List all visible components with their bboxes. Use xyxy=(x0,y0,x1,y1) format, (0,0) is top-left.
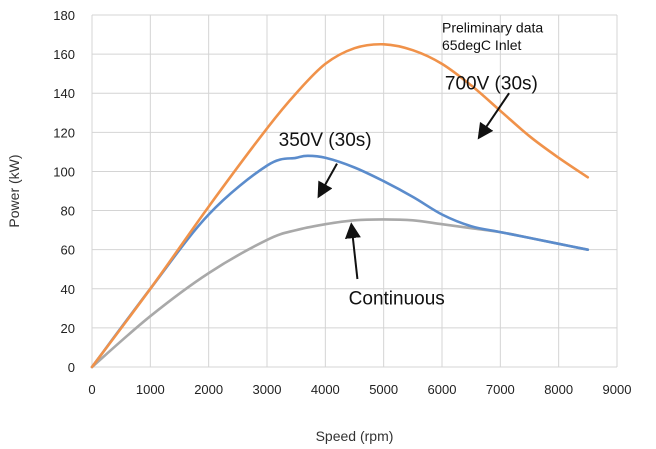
y-tick-label: 60 xyxy=(61,243,75,258)
x-tick-label: 4000 xyxy=(311,382,340,397)
series-line-350v xyxy=(90,154,590,369)
annotation-inlet: 65degC Inlet xyxy=(442,37,522,53)
x-axis-label: Speed (rpm) xyxy=(316,428,394,444)
y-tick-label: 80 xyxy=(61,204,75,219)
x-tick-label: 0 xyxy=(88,382,95,397)
y-axis-label: Power (kW) xyxy=(6,154,22,227)
annotation-prelim: Preliminary data xyxy=(442,20,543,36)
y-tick-label: 140 xyxy=(53,86,75,101)
annotation-700v: 700V (30s) xyxy=(445,73,538,94)
annotation-continuous: Continuous xyxy=(349,288,445,309)
x-tick-label: 1000 xyxy=(136,382,165,397)
series-line-continuous xyxy=(90,218,590,369)
annotation-arrows xyxy=(317,92,510,280)
y-tick-label: 20 xyxy=(61,321,75,336)
grid xyxy=(91,14,618,368)
y-tick-label: 160 xyxy=(53,47,75,62)
arrow-700v xyxy=(477,92,510,140)
annotation-350v: 350V (30s) xyxy=(279,130,372,151)
y-axis-ticks: 0 20 40 60 80 100 120 140 160 180 xyxy=(53,8,75,375)
y-tick-label: 100 xyxy=(53,164,75,179)
x-tick-label: 6000 xyxy=(428,382,457,397)
arrow-continuous xyxy=(344,222,361,280)
y-tick-label: 180 xyxy=(53,8,75,23)
x-tick-label: 2000 xyxy=(194,382,223,397)
series-lines xyxy=(90,42,590,369)
y-tick-label: 120 xyxy=(53,125,75,140)
y-tick-label: 0 xyxy=(68,360,75,375)
series-line-700v xyxy=(90,42,590,369)
x-tick-label: 8000 xyxy=(544,382,573,397)
arrow-350v xyxy=(317,163,338,199)
x-tick-label: 3000 xyxy=(253,382,282,397)
x-tick-label: 9000 xyxy=(603,382,632,397)
y-tick-label: 40 xyxy=(61,282,75,297)
x-axis-ticks: 0 1000 2000 3000 4000 5000 6000 7000 8000 9000 xyxy=(88,382,631,397)
x-tick-label: 7000 xyxy=(486,382,515,397)
x-tick-label: 5000 xyxy=(369,382,398,397)
